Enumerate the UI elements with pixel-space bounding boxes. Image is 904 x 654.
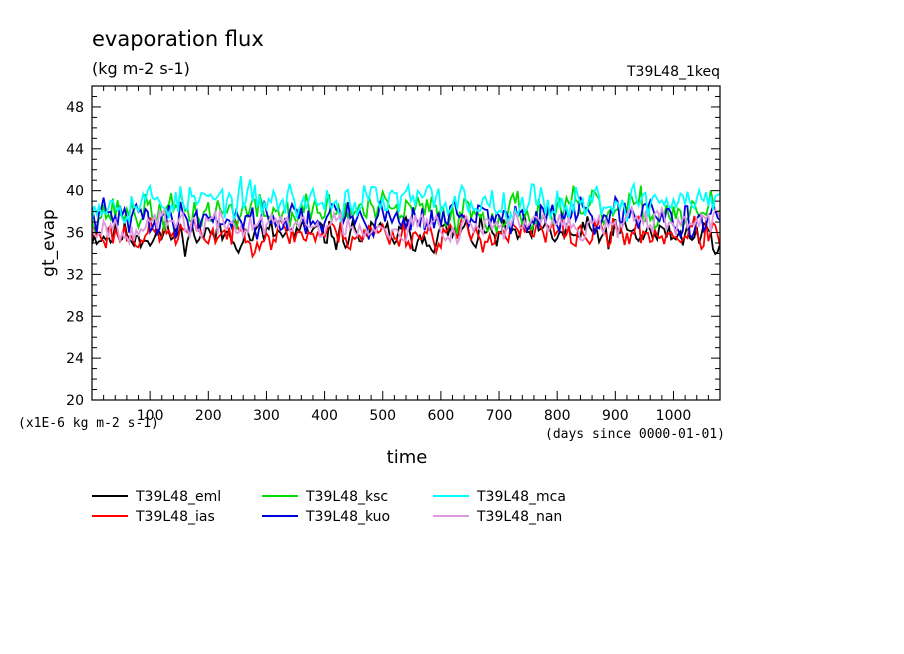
x-tick-label: 300	[253, 408, 280, 424]
x-tick-label: 200	[195, 408, 222, 424]
y-axis-label: gt_evap	[39, 209, 59, 277]
x-unit-label: (days since 0000-01-01)	[545, 427, 725, 442]
x-axis-label: time	[387, 447, 428, 468]
y-tick-label: 44	[66, 142, 84, 158]
legend-label: T39L48_ias	[135, 509, 215, 525]
x-tick-label: 600	[428, 408, 455, 424]
y-axis: 20 24 28 32 36 40 44 48	[66, 85, 720, 409]
chart-title: evaporation flux	[92, 27, 264, 51]
legend-label: T39L48_eml	[135, 489, 221, 505]
run-label: T39L48_1keq	[626, 64, 720, 80]
x-tick-label: 400	[311, 408, 338, 424]
series-line-T39L48_eml	[92, 214, 720, 257]
x-tick-label: 700	[486, 408, 513, 424]
series-line-T39L48_kuo	[92, 194, 720, 241]
y-unit-label: (x1E-6 kg m-2 s-1)	[18, 416, 159, 431]
y-tick-label: 24	[66, 351, 84, 367]
y-tick-label: 36	[66, 226, 84, 242]
legend-label: T39L48_ksc	[305, 489, 388, 505]
series-line-T39L48_mca	[92, 175, 720, 228]
y-tick-label: 48	[66, 100, 84, 116]
x-tick-label: 1000	[656, 408, 692, 424]
x-tick-label: 100	[137, 408, 164, 424]
legend-label: T39L48_mca	[476, 489, 566, 505]
series-line-T39L48_nan	[92, 205, 720, 247]
legend-label: T39L48_nan	[476, 509, 562, 525]
y-tick-label: 28	[66, 309, 84, 325]
legend: T39L48_eml T39L48_ias T39L48_ksc T39L48_kuo…	[92, 489, 566, 525]
x-tick-label: 500	[369, 408, 396, 424]
chart-subtitle: (kg m-2 s-1)	[92, 59, 190, 78]
x-tick-label: 800	[544, 408, 571, 424]
legend-label: T39L48_kuo	[305, 509, 390, 525]
y-tick-label: 32	[66, 267, 84, 283]
x-axis: 100 200 300 400 500 600 700 800 900 1000	[103, 86, 709, 424]
x-tick-label: 900	[602, 408, 629, 424]
y-tick-label: 20	[66, 393, 84, 409]
series-layer	[92, 175, 720, 259]
y-tick-label: 40	[66, 184, 84, 200]
